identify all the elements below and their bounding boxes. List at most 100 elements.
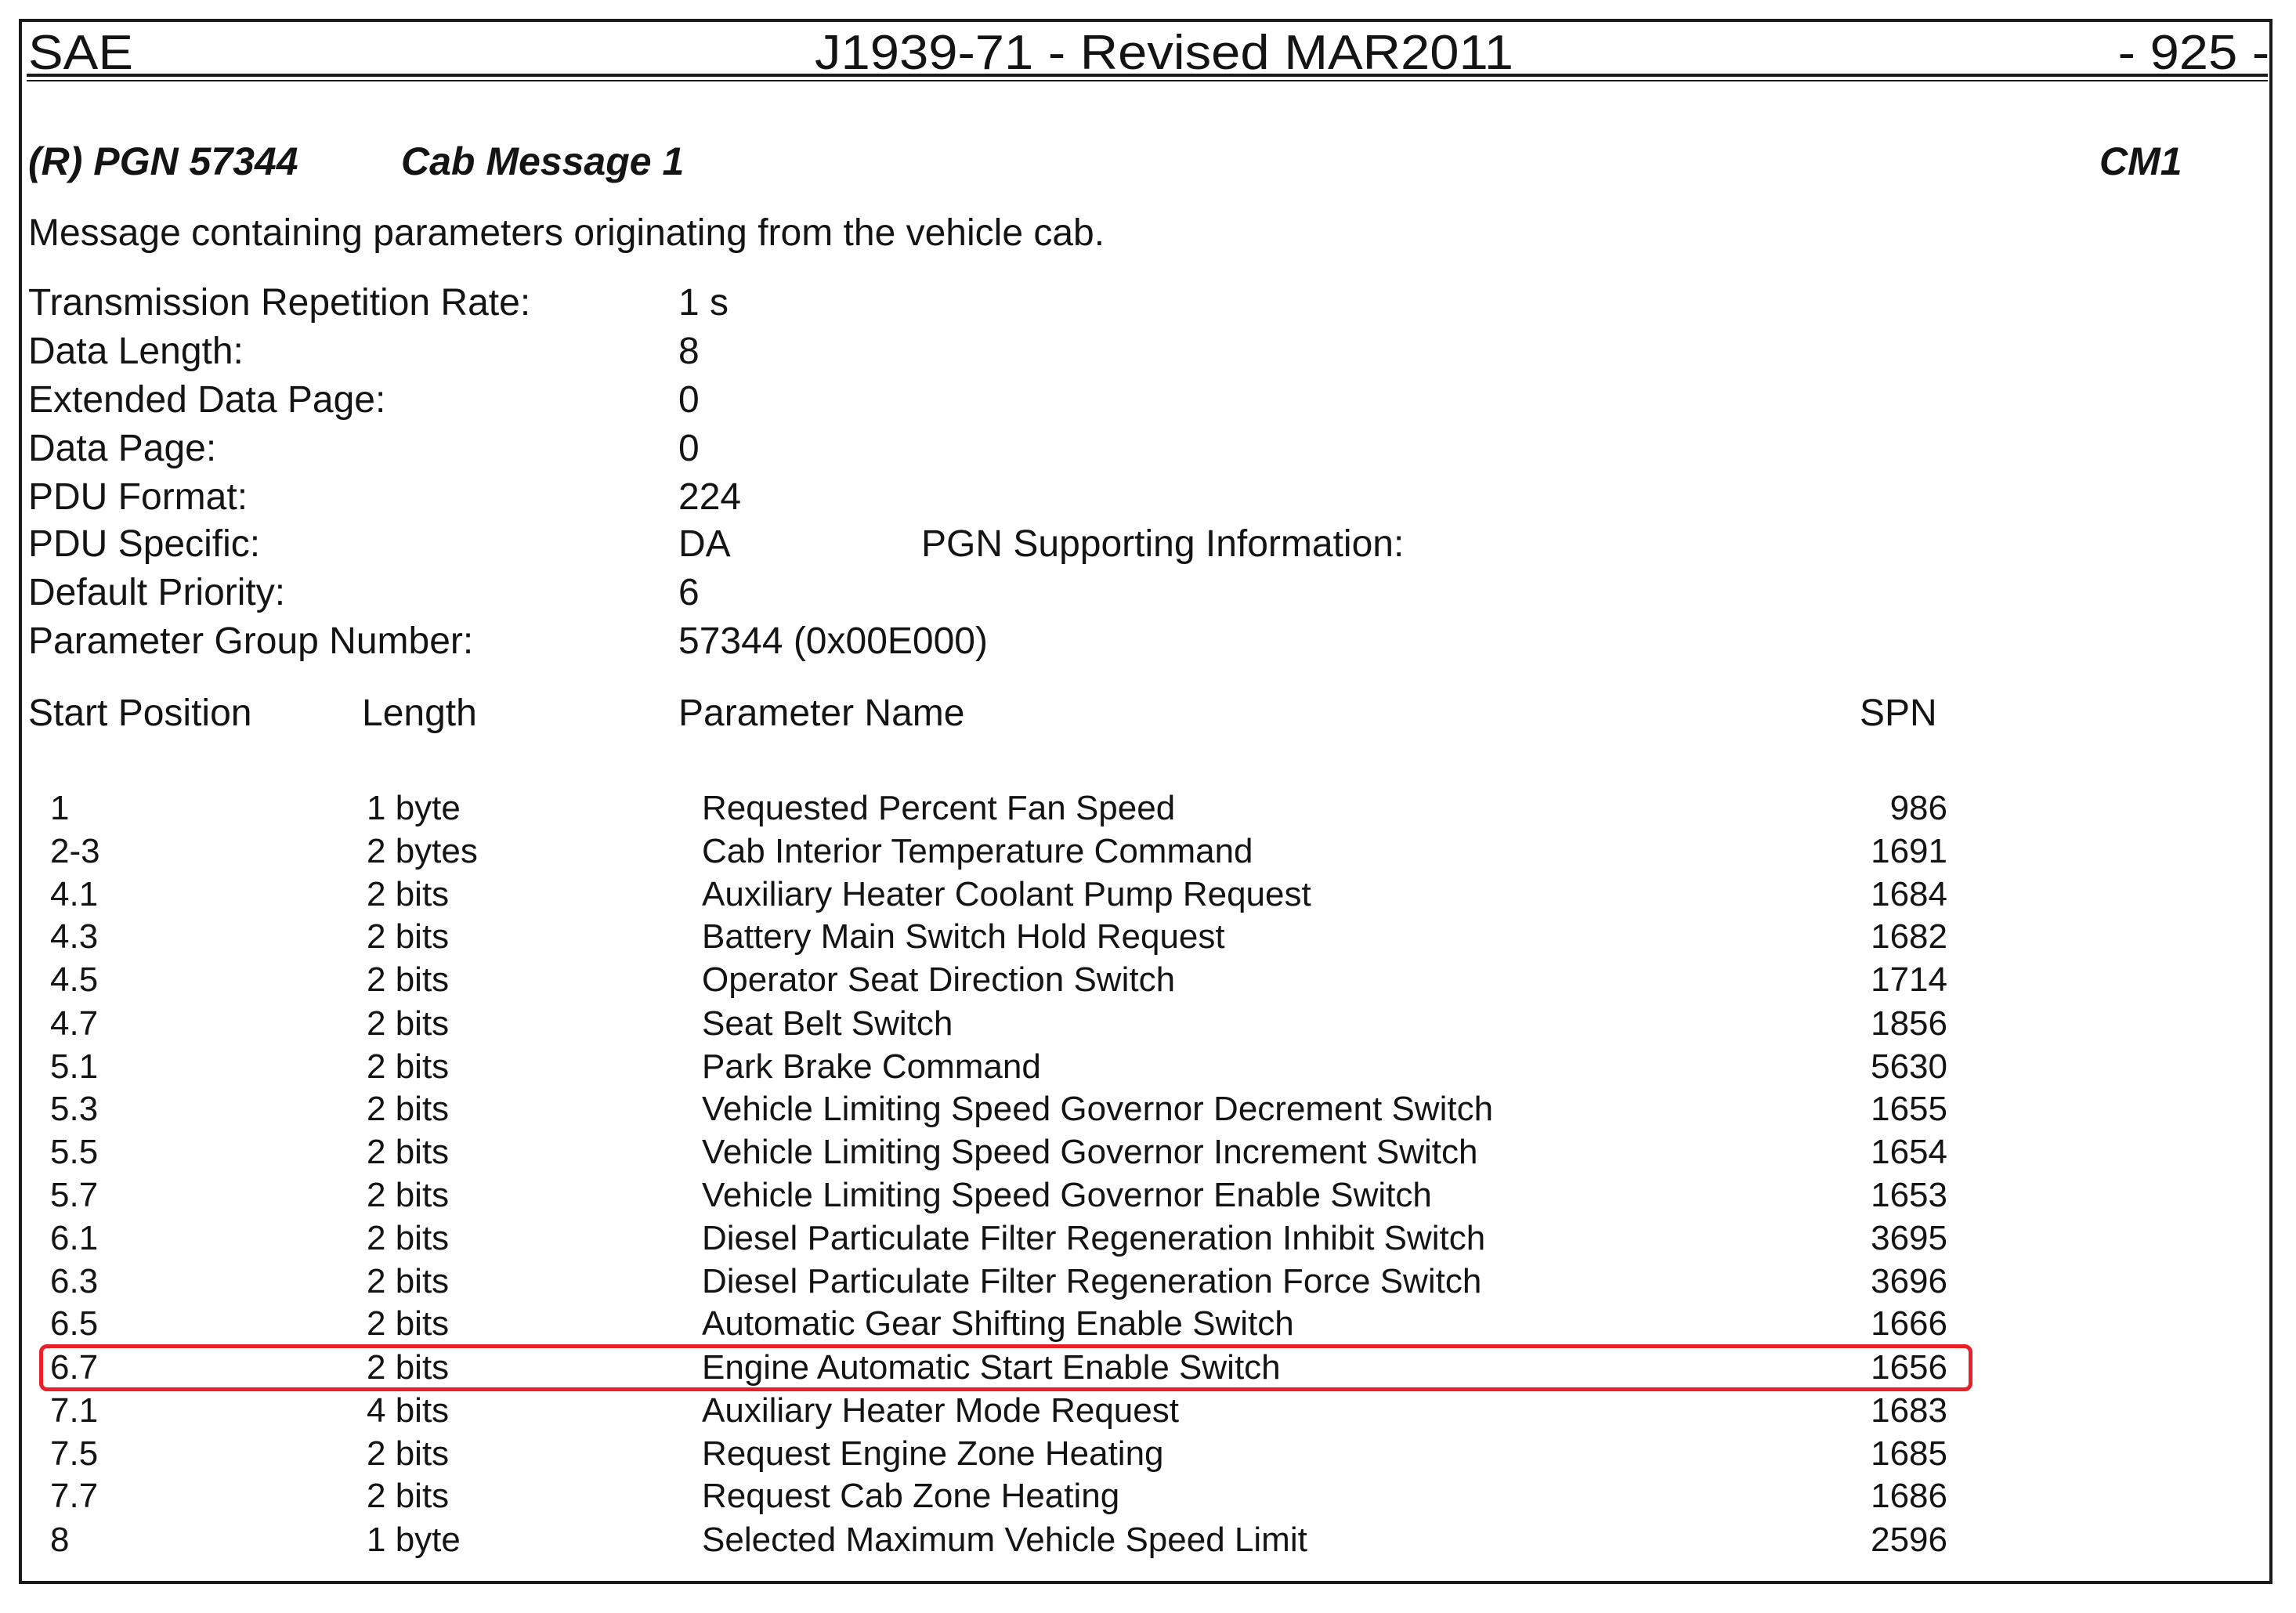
attr-label-pdu-format: PDU Format: xyxy=(28,476,248,518)
attr-value-repetition-rate: 1 s xyxy=(678,282,729,324)
header-publisher: SAE xyxy=(28,26,133,80)
table-row: 7.1 4 bits Auxiliary Heater Mode Request… xyxy=(28,1389,1947,1433)
cell-spn: 986 xyxy=(1889,789,1947,827)
cell-parameter-name: Park Brake Command xyxy=(702,1047,1041,1086)
cell-length: 2 bits xyxy=(367,917,450,956)
cell-parameter-name: Operator Seat Direction Switch xyxy=(702,960,1176,999)
cell-spn: 1686 xyxy=(1871,1477,1947,1515)
table-row: 4.1 2 bits Auxiliary Heater Coolant Pump… xyxy=(28,873,1947,917)
header-document-title: J1939-71 - Revised MAR2011 xyxy=(815,26,1514,80)
attr-value-default-priority: 6 xyxy=(678,572,700,613)
attr-value-pdu-specific: DA xyxy=(678,523,731,565)
cell-length: 2 bits xyxy=(367,1262,450,1300)
table-row: 4.5 2 bits Operator Seat Direction Switc… xyxy=(28,958,1947,1002)
cell-start: 4.7 xyxy=(50,1004,99,1043)
cell-length: 2 bits xyxy=(367,1176,450,1214)
cell-spn: 1714 xyxy=(1871,960,1947,999)
cell-length: 2 bits xyxy=(367,1348,450,1387)
cell-length: 2 bits xyxy=(367,1133,450,1171)
cell-length: 2 bits xyxy=(367,1090,450,1128)
cell-spn: 3695 xyxy=(1871,1219,1947,1257)
cell-parameter-name: Diesel Particulate Filter Regeneration I… xyxy=(702,1219,1486,1257)
table-row: 4.3 2 bits Battery Main Switch Hold Requ… xyxy=(28,915,1947,959)
pgn-id: (R) PGN 57344 xyxy=(28,139,298,183)
cell-spn: 5630 xyxy=(1871,1047,1947,1086)
cell-start: 7.1 xyxy=(50,1391,99,1430)
cell-start: 4.5 xyxy=(50,960,99,999)
cell-parameter-name: Auxiliary Heater Coolant Pump Request xyxy=(702,875,1311,913)
cell-start: 7.5 xyxy=(50,1434,99,1473)
cell-length: 2 bytes xyxy=(367,832,478,870)
cell-parameter-name: Battery Main Switch Hold Request xyxy=(702,917,1225,956)
highlight-annotation-box xyxy=(39,1344,1972,1391)
cell-start: 1 xyxy=(50,789,70,827)
attr-label-data-page: Data Page: xyxy=(28,428,217,469)
table-row: 5.7 2 bits Vehicle Limiting Speed Govern… xyxy=(28,1174,1947,1217)
column-header-start-position: Start Position xyxy=(28,693,252,734)
cell-parameter-name: Request Engine Zone Heating xyxy=(702,1434,1164,1473)
cell-start: 4.1 xyxy=(50,875,99,913)
cell-start: 5.1 xyxy=(50,1047,99,1086)
attr-value-data-page: 0 xyxy=(678,428,700,469)
column-header-parameter-name: Parameter Name xyxy=(678,693,965,734)
cell-parameter-name: Engine Automatic Start Enable Switch xyxy=(702,1348,1281,1387)
cell-start: 6.7 xyxy=(50,1348,99,1387)
cell-start: 8 xyxy=(50,1521,70,1559)
pgn-description: Message containing parameters originatin… xyxy=(28,212,1105,254)
cell-parameter-name: Seat Belt Switch xyxy=(702,1004,953,1043)
cell-start: 6.3 xyxy=(50,1262,99,1300)
cell-spn: 1682 xyxy=(1871,917,1947,956)
cell-start: 5.5 xyxy=(50,1133,99,1171)
header-page-number: - 925 - xyxy=(2117,26,2269,80)
attr-label-repetition-rate: Transmission Repetition Rate: xyxy=(28,282,531,324)
cell-length: 2 bits xyxy=(367,1477,450,1515)
attr-value-pgn: 57344 (0x00E000) xyxy=(678,620,988,662)
attr-label-data-length: Data Length: xyxy=(28,331,244,372)
table-row-highlighted: 6.7 2 bits Engine Automatic Start Enable… xyxy=(28,1346,1947,1390)
cell-spn: 1683 xyxy=(1871,1391,1947,1430)
table-row: 6.3 2 bits Diesel Particulate Filter Reg… xyxy=(28,1260,1947,1304)
cell-spn: 1856 xyxy=(1871,1004,1947,1043)
table-row: 7.7 2 bits Request Cab Zone Heating 1686 xyxy=(28,1474,1947,1518)
table-row: 5.1 2 bits Park Brake Command 5630 xyxy=(28,1045,1947,1089)
cell-length: 2 bits xyxy=(367,1047,450,1086)
attr-label-pgn: Parameter Group Number: xyxy=(28,620,474,662)
cell-parameter-name: Vehicle Limiting Speed Governor Enable S… xyxy=(702,1176,1432,1214)
pgn-title: Cab Message 1 xyxy=(401,139,685,183)
attr-value-extended-data-page: 0 xyxy=(678,379,700,421)
table-row: 5.3 2 bits Vehicle Limiting Speed Govern… xyxy=(28,1087,1947,1131)
cell-spn: 1685 xyxy=(1871,1434,1947,1473)
cell-start: 4.3 xyxy=(50,917,99,956)
cell-parameter-name: Automatic Gear Shifting Enable Switch xyxy=(702,1304,1294,1343)
cell-parameter-name: Vehicle Limiting Speed Governor Incremen… xyxy=(702,1133,1478,1171)
cell-start: 2-3 xyxy=(50,832,100,870)
cell-length: 2 bits xyxy=(367,1434,450,1473)
cell-spn: 1655 xyxy=(1871,1090,1947,1128)
table-row: 4.7 2 bits Seat Belt Switch 1856 xyxy=(28,1002,1947,1046)
table-row: 6.5 2 bits Automatic Gear Shifting Enabl… xyxy=(28,1302,1947,1346)
header-rule-thin xyxy=(27,80,2268,81)
cell-start: 6.1 xyxy=(50,1219,99,1257)
cell-spn: 1653 xyxy=(1871,1176,1947,1214)
table-row: 7.5 2 bits Request Engine Zone Heating 1… xyxy=(28,1432,1947,1476)
cell-length: 2 bits xyxy=(367,1219,450,1257)
cell-spn: 1656 xyxy=(1871,1348,1947,1387)
cell-length: 2 bits xyxy=(367,1304,450,1343)
cell-start: 5.7 xyxy=(50,1176,99,1214)
cell-length: 2 bits xyxy=(367,960,450,999)
cell-spn: 1691 xyxy=(1871,832,1947,870)
cell-spn: 2596 xyxy=(1871,1521,1947,1559)
attr-label-default-priority: Default Priority: xyxy=(28,572,286,613)
cell-parameter-name: Selected Maximum Vehicle Speed Limit xyxy=(702,1521,1307,1559)
cell-parameter-name: Diesel Particulate Filter Regeneration F… xyxy=(702,1262,1482,1300)
cell-length: 4 bits xyxy=(367,1391,450,1430)
cell-start: 7.7 xyxy=(50,1477,99,1515)
cell-length: 1 byte xyxy=(367,1521,461,1559)
cell-length: 2 bits xyxy=(367,1004,450,1043)
column-header-length: Length xyxy=(362,693,477,734)
cell-start: 5.3 xyxy=(50,1090,99,1128)
table-row: 6.1 2 bits Diesel Particulate Filter Reg… xyxy=(28,1217,1947,1260)
attr-label-pdu-specific: PDU Specific: xyxy=(28,523,261,565)
cell-spn: 1684 xyxy=(1871,875,1947,913)
attr-value-pdu-format: 224 xyxy=(678,476,742,518)
